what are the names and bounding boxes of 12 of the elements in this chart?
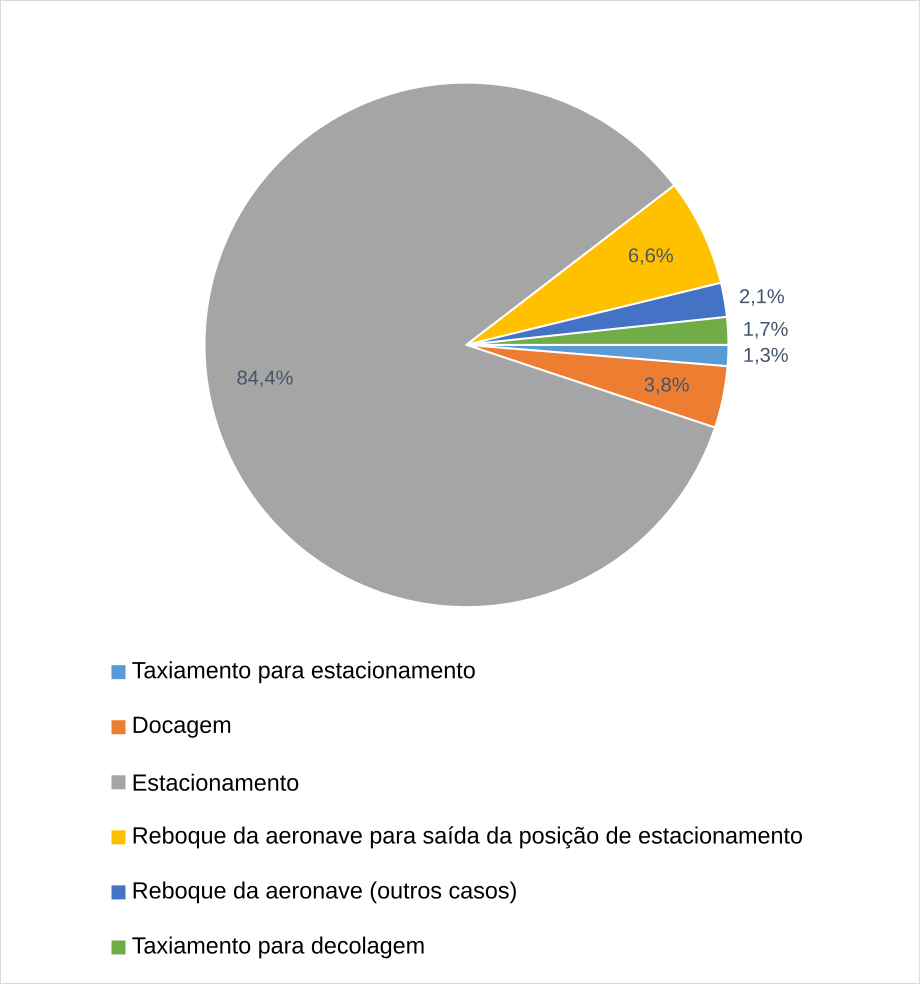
- data-label: 1,7%: [744, 322, 788, 338]
- legend-label: Reboque da aeronave (outros casos): [134, 882, 516, 904]
- data-label: 2,1%: [740, 289, 784, 306]
- data-label: 84,4%: [237, 370, 293, 388]
- data-label: 3,8%: [644, 377, 689, 394]
- legend-label: Estacionamento: [134, 774, 298, 791]
- legend-label: Taxiamento para estacionamento: [132, 661, 475, 684]
- data-label: 6,6%: [629, 248, 673, 265]
- legend-label: Docagem: [134, 716, 230, 738]
- data-label: 1,3%: [744, 348, 788, 364]
- legend-label: Taxiamento para decolagem: [132, 936, 424, 958]
- legend-label: Reboque da aeronave para saída da posição de estacionamento: [134, 826, 802, 848]
